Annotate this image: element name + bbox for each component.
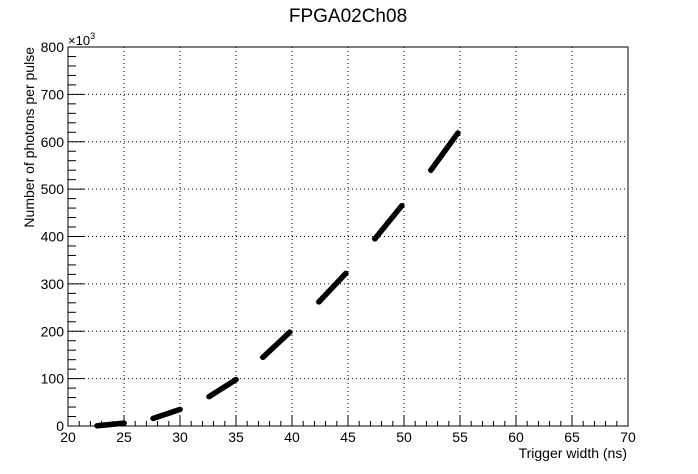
y-multiplier-exponent: 3 <box>90 31 95 41</box>
y-tick-label: 600 <box>41 134 65 150</box>
marker <box>398 202 405 209</box>
marker <box>286 329 293 335</box>
x-tick-label: 55 <box>452 429 468 445</box>
x-tick-label: 45 <box>340 429 356 445</box>
marker <box>177 406 183 413</box>
marker <box>454 130 461 137</box>
data-point <box>177 406 183 413</box>
data-point <box>398 202 405 209</box>
y-tick-labels: 0 100 200 300 400 500 600 700 800 <box>41 39 65 434</box>
data-segment <box>94 420 127 429</box>
data-segment <box>427 129 461 174</box>
y-tick-label: 200 <box>41 323 65 339</box>
data-point <box>342 270 349 277</box>
x-tick-labels: 20 25 30 35 40 45 50 55 60 65 70 <box>60 429 636 445</box>
data-point <box>454 129 461 137</box>
data-segment <box>206 376 239 400</box>
x-tick-label: 60 <box>508 429 524 445</box>
y-tick-label: 100 <box>41 371 65 387</box>
x-tick-label: 25 <box>116 429 132 445</box>
y-multiplier-base: ×10 <box>68 33 90 48</box>
x-tick-label: 20 <box>60 429 76 445</box>
data-segment <box>150 406 183 422</box>
x-tick-label: 30 <box>172 429 188 445</box>
x-tick-label: 35 <box>228 429 244 445</box>
y-tick-label: 500 <box>41 181 65 197</box>
data-points <box>94 129 461 429</box>
y-multiplier: ×103 <box>68 31 95 48</box>
data-segment <box>259 329 293 361</box>
data-point <box>286 329 293 335</box>
data-point <box>121 420 127 426</box>
x-tick-label: 65 <box>564 429 580 445</box>
grid <box>68 47 628 426</box>
y-tick-label: 700 <box>41 86 65 102</box>
marker <box>233 376 239 383</box>
data-segment <box>315 270 349 305</box>
x-tick-label: 40 <box>284 429 300 445</box>
data-segment <box>371 202 405 242</box>
y-axis-label: Number of photons per pulse <box>21 47 37 228</box>
x-tick-label: 70 <box>620 429 636 445</box>
y-tick-label: 800 <box>41 39 65 55</box>
y-tick-label: 300 <box>41 276 65 292</box>
marker <box>342 270 349 277</box>
y-tick-label: 0 <box>56 418 64 434</box>
x-tick-label: 50 <box>396 429 412 445</box>
chart-title: FPGA02Ch08 <box>289 6 407 27</box>
y-tick-label: 400 <box>41 229 65 245</box>
marker <box>121 420 127 426</box>
data-point <box>233 376 239 383</box>
x-axis-label: Trigger width (ns) <box>519 445 627 461</box>
